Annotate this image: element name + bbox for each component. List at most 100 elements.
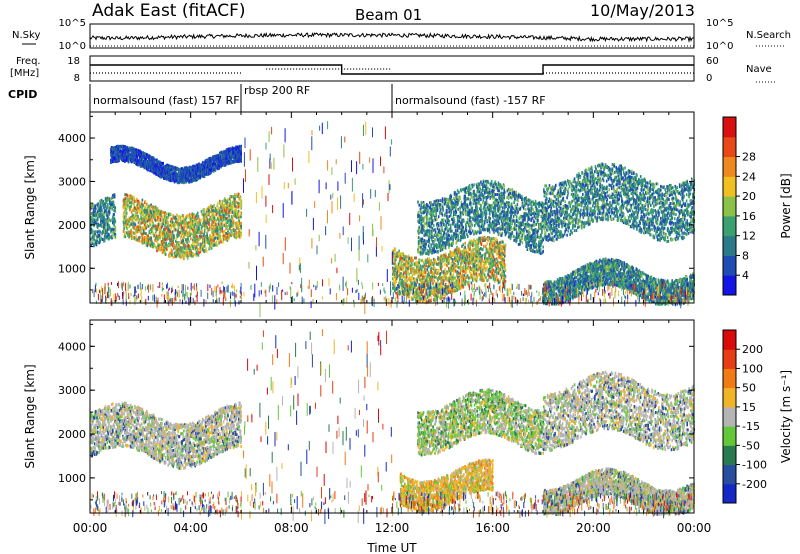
echo-cell (115, 157, 117, 161)
echo-cell (190, 226, 193, 230)
echo-cell (222, 211, 225, 215)
echo-cell (405, 260, 407, 264)
echo-cell (234, 228, 237, 232)
echo-cell (205, 226, 207, 230)
echo-cell (214, 221, 217, 225)
echo-cell (397, 266, 399, 270)
echo-cell (190, 216, 192, 220)
echo-cell (195, 240, 198, 244)
echo-cell (236, 222, 239, 226)
echo-cell (108, 213, 110, 217)
echo-cell (393, 273, 396, 277)
echo-cell (108, 224, 110, 227)
echo-cell (205, 213, 208, 217)
echo-cell (232, 160, 234, 164)
echo-cell (213, 154, 216, 158)
echo-cell (186, 254, 188, 258)
echo-cell (225, 160, 227, 164)
echo-cell (218, 206, 220, 210)
echo-cell (95, 214, 97, 218)
echo-cell (185, 233, 188, 237)
echo-cell (148, 229, 151, 233)
echo-cell (143, 220, 146, 224)
echo-cell (198, 251, 200, 255)
echo-cell (240, 206, 242, 210)
echo-cell (219, 232, 221, 236)
echo-cell (159, 232, 162, 236)
freq-unit-label: [MHz] (10, 68, 39, 79)
echo-cell (143, 241, 146, 244)
echo-cell (186, 251, 189, 255)
echo-cell (225, 222, 227, 226)
echo-cell (224, 229, 226, 233)
echo-cell (240, 155, 242, 159)
echo-cell (129, 198, 131, 202)
echo-cell (166, 224, 169, 228)
echo-cell (180, 234, 183, 238)
echo-cell (99, 204, 101, 208)
echo-cell (220, 237, 222, 241)
echo-cell (203, 232, 205, 236)
echo-cell (234, 224, 237, 228)
echo-cell (203, 228, 206, 232)
echo-cell (210, 171, 212, 174)
echo-cell (212, 209, 214, 213)
echo-cell (105, 235, 108, 238)
echo-cell (395, 287, 397, 291)
echo-cell (134, 158, 137, 162)
echo-cell (183, 170, 185, 174)
cpid-segment-label: normalsound (fast) -157 RF (395, 94, 546, 107)
echo-cell (107, 222, 109, 226)
echo-cell (169, 223, 172, 227)
echo-cell (236, 157, 239, 161)
echo-cell (230, 223, 233, 227)
echo-cell (226, 225, 229, 228)
echo-cell (230, 159, 232, 163)
echo-cell (112, 230, 114, 234)
echo-cell (135, 237, 137, 241)
echo-cell (154, 244, 156, 248)
freq-right-tick-top: 60 (706, 56, 719, 67)
echo-cell (208, 223, 210, 226)
echo-cell (130, 222, 133, 226)
echo-cell (407, 286, 409, 290)
echo-cell (113, 231, 116, 235)
echo-cell (143, 231, 146, 235)
echo-cell (212, 235, 214, 239)
echo-cell (149, 204, 151, 208)
echo-cell (202, 240, 204, 244)
echo-cell (126, 145, 129, 149)
echo-cell (166, 176, 168, 180)
echo-cell (132, 222, 135, 226)
echo-cell (208, 238, 210, 242)
echo-cell (420, 268, 423, 272)
echo-cell (140, 239, 142, 243)
echo-cell (186, 235, 189, 239)
echo-cell (149, 218, 151, 222)
echo-cell (185, 251, 187, 255)
echo-cell (148, 242, 151, 246)
echo-cell (193, 239, 195, 243)
echo-cell (144, 236, 146, 239)
echo-cell (200, 248, 202, 252)
echo-cell (143, 151, 146, 155)
echo-cell (427, 271, 430, 275)
echo-cell (221, 227, 224, 230)
echo-cell (133, 224, 135, 228)
echo-cell (215, 240, 218, 244)
echo-cell (176, 214, 178, 218)
echo-cell (197, 215, 200, 219)
echo-cell (135, 148, 137, 152)
echo-cell (238, 219, 241, 223)
echo-cell (227, 202, 230, 206)
echo-cell (154, 205, 157, 209)
echo-cell (445, 275, 448, 279)
echo-cell (199, 222, 202, 226)
echo-cell (134, 210, 137, 214)
echo-cell (95, 211, 98, 215)
echo-cell (212, 211, 214, 215)
echo-cell (151, 239, 153, 243)
echo-cell (399, 280, 402, 284)
echo-cell (163, 174, 166, 178)
echo-cell (96, 213, 99, 217)
